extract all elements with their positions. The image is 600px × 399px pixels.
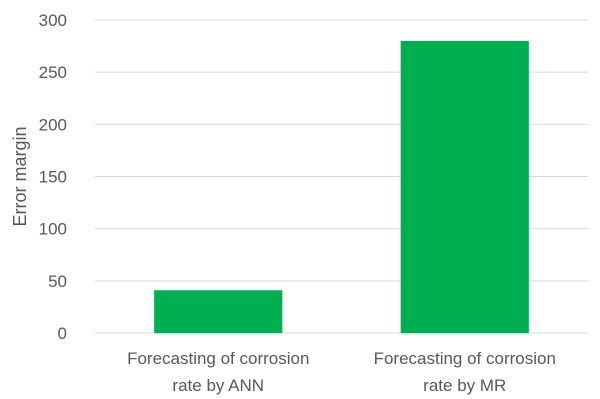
gridlines: [95, 19, 588, 334]
y-tick-label: 100: [39, 220, 67, 239]
y-tick-labels: 0 50 100 150 200 250 300: [39, 11, 67, 343]
y-axis-title: Error margin: [10, 126, 30, 226]
y-tick-label: 250: [39, 63, 67, 82]
y-tick-label: 50: [48, 272, 67, 291]
y-tick-label: 200: [39, 115, 67, 134]
bars: [154, 40, 529, 333]
y-tick-label: 0: [58, 324, 67, 343]
x-category-label: Forecasting of corrosion rate by MR: [374, 349, 556, 395]
x-category-label: Forecasting of corrosion rate by ANN: [127, 349, 309, 395]
y-tick-label: 300: [39, 11, 67, 30]
bar: [154, 290, 283, 333]
x-category-labels: Forecasting of corrosion rate by ANN Forec…: [127, 349, 556, 395]
y-tick-label: 150: [39, 168, 67, 187]
bar: [400, 40, 529, 333]
